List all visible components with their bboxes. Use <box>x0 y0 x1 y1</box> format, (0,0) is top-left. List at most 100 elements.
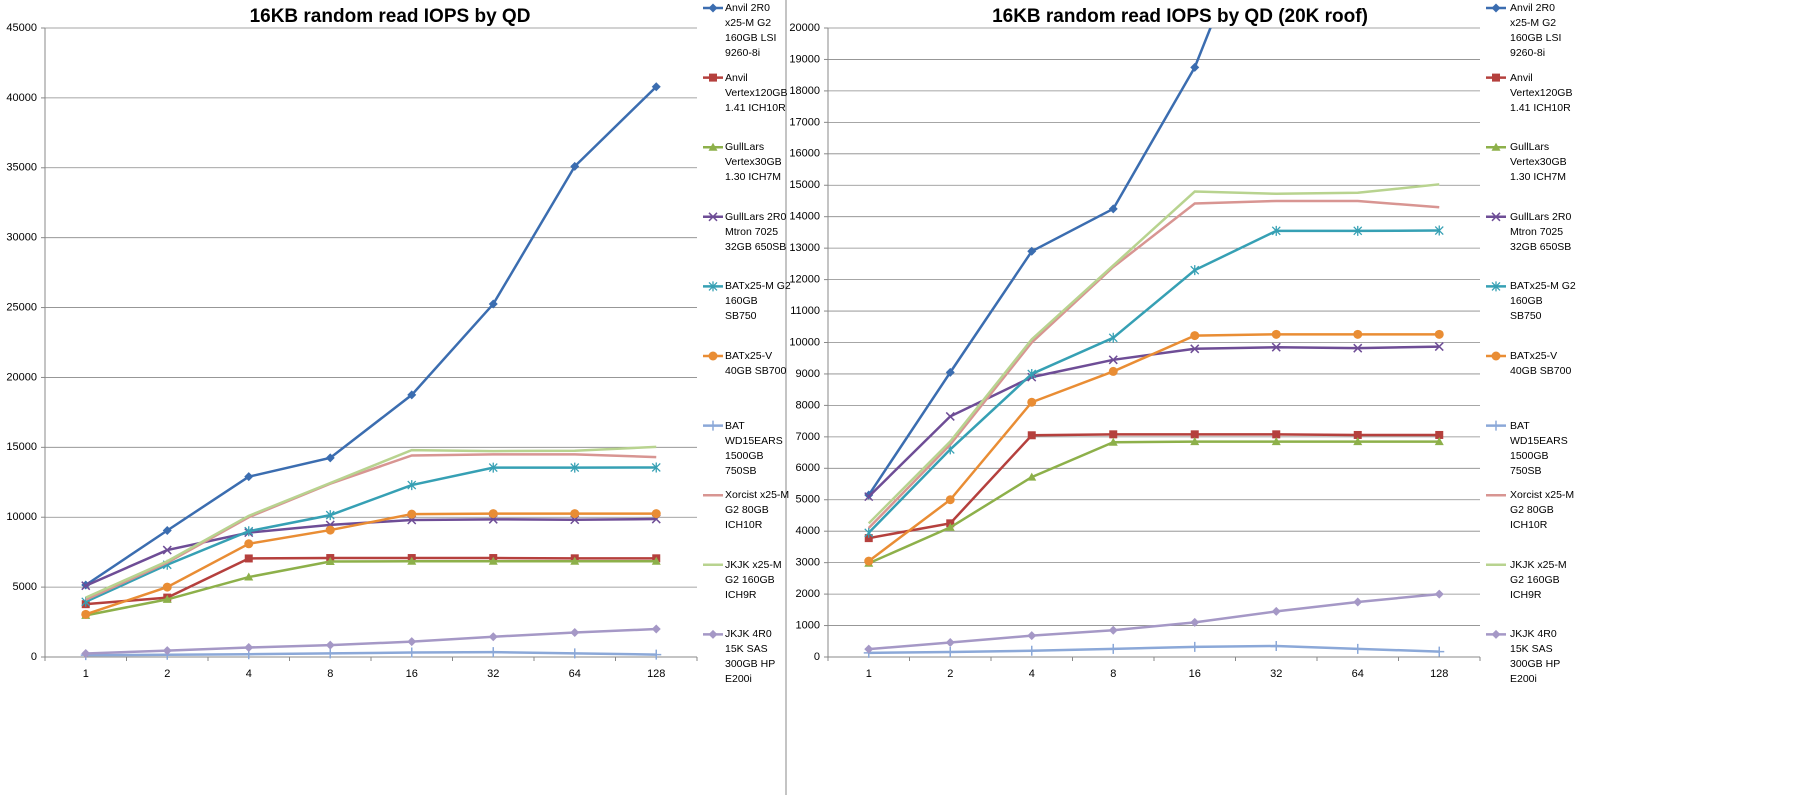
legend-label: BAT WD15EARS 1500GB 750SB <box>1510 419 1568 477</box>
marker <box>1434 342 1444 352</box>
marker <box>406 647 417 658</box>
y-tick-label: 12000 <box>789 274 820 286</box>
marker <box>407 556 417 565</box>
x-tick-label: 4 <box>246 668 252 680</box>
marker <box>708 142 718 151</box>
x-tick-label: 128 <box>1430 668 1448 680</box>
series-line <box>868 592 1440 651</box>
legend-label: Anvil Vertex120GB 1.41 ICH10R <box>725 71 788 114</box>
legend-label: Xorcist x25-M G2 80GB ICH10R <box>1510 489 1575 532</box>
marker <box>651 462 661 473</box>
legend-label: GullLars Vertex30GB 1.30 ICH7M <box>725 141 782 184</box>
legend-label: Xorcist x25-M G2 80GB ICH10R <box>725 489 790 532</box>
marker <box>1434 589 1444 599</box>
marker <box>1271 329 1281 339</box>
marker <box>1491 420 1501 431</box>
legend-label: JKJK x25-M G2 160GB ICH9R <box>725 558 782 601</box>
legend-label: JKJK 4R0 15K SAS 300GB HP E200i <box>1510 628 1561 686</box>
marker <box>325 648 336 659</box>
y-tick-label: 3000 <box>796 557 820 569</box>
marker <box>407 637 417 647</box>
x-tick-label: 64 <box>569 668 581 680</box>
marker <box>1189 641 1200 652</box>
legend-label: Anvil 2R0 x25-M G2 160GB LSI 9260-8i <box>1510 2 1562 59</box>
marker <box>1491 351 1501 361</box>
legend-label: GullLars 2R0 Mtron 7025 32GB 650SB <box>725 210 787 253</box>
plot-area <box>80 82 662 661</box>
marker <box>864 534 873 543</box>
marker <box>244 472 254 482</box>
y-tick-label: 6000 <box>796 462 820 474</box>
marker <box>945 646 956 657</box>
marker <box>709 73 717 82</box>
marker <box>1353 329 1363 339</box>
marker <box>1352 643 1363 654</box>
y-tick-label: 19000 <box>789 53 820 65</box>
marker <box>1353 343 1363 353</box>
marker <box>570 509 580 519</box>
x-tick-label: 8 <box>327 668 333 680</box>
marker <box>1434 329 1444 339</box>
marker <box>325 525 335 535</box>
marker <box>244 572 254 581</box>
marker <box>864 644 874 654</box>
marker <box>651 82 661 92</box>
marker <box>945 522 955 531</box>
y-tick-label: 18000 <box>789 85 820 97</box>
legend-label: BATx25-V 40GB SB700 <box>1510 350 1572 377</box>
legend-label: BAT WD15EARS 1500GB 750SB <box>725 419 783 477</box>
marker <box>1353 437 1363 446</box>
marker <box>1435 430 1444 439</box>
marker <box>244 554 253 563</box>
marker <box>708 212 718 222</box>
series-line <box>85 560 657 617</box>
marker <box>81 609 91 619</box>
x-tick-label: 2 <box>947 668 953 680</box>
marker <box>1027 368 1037 379</box>
marker <box>407 390 417 400</box>
chart-title: 16KB random read IOPS by QD <box>250 6 531 27</box>
marker <box>1190 617 1200 627</box>
y-tick-label: 17000 <box>789 116 820 128</box>
marker <box>570 628 580 638</box>
marker <box>81 649 91 659</box>
marker <box>407 509 417 519</box>
x-tick-label: 8 <box>1110 668 1116 680</box>
series-line <box>867 199 1440 529</box>
marker <box>570 462 580 473</box>
marker <box>162 646 172 656</box>
x-tick-label: 32 <box>1270 668 1282 680</box>
marker <box>708 3 718 13</box>
legend-label: GullLars Vertex30GB 1.30 ICH7M <box>1510 141 1567 184</box>
marker <box>708 281 718 292</box>
x-tick-label: 4 <box>1029 668 1035 680</box>
y-tick-label: 25000 <box>6 301 37 313</box>
marker <box>1271 640 1282 651</box>
marker <box>162 582 172 592</box>
marker <box>651 649 662 660</box>
marker <box>162 594 172 603</box>
y-tick-label: 0 <box>31 651 37 663</box>
series-line <box>867 333 1440 563</box>
marker <box>81 581 91 591</box>
x-tick-label: 16 <box>406 668 418 680</box>
marker <box>1108 204 1118 214</box>
y-tick-label: 45000 <box>6 22 37 34</box>
plot-area <box>863 28 1445 658</box>
marker <box>1434 437 1444 446</box>
y-tick-label: 16000 <box>789 148 820 160</box>
legend-label: JKJK x25-M G2 160GB ICH9R <box>1510 558 1567 601</box>
marker <box>945 367 955 377</box>
marker <box>708 351 718 361</box>
y-tick-label: 15000 <box>789 179 820 191</box>
series-line <box>85 627 657 655</box>
marker <box>1190 437 1200 446</box>
legend-label: Anvil Vertex120GB 1.41 ICH10R <box>1510 71 1573 114</box>
marker <box>325 510 335 521</box>
series-line <box>85 85 658 587</box>
marker <box>1109 430 1118 439</box>
y-tick-label: 9000 <box>796 368 820 380</box>
marker <box>1271 437 1281 446</box>
